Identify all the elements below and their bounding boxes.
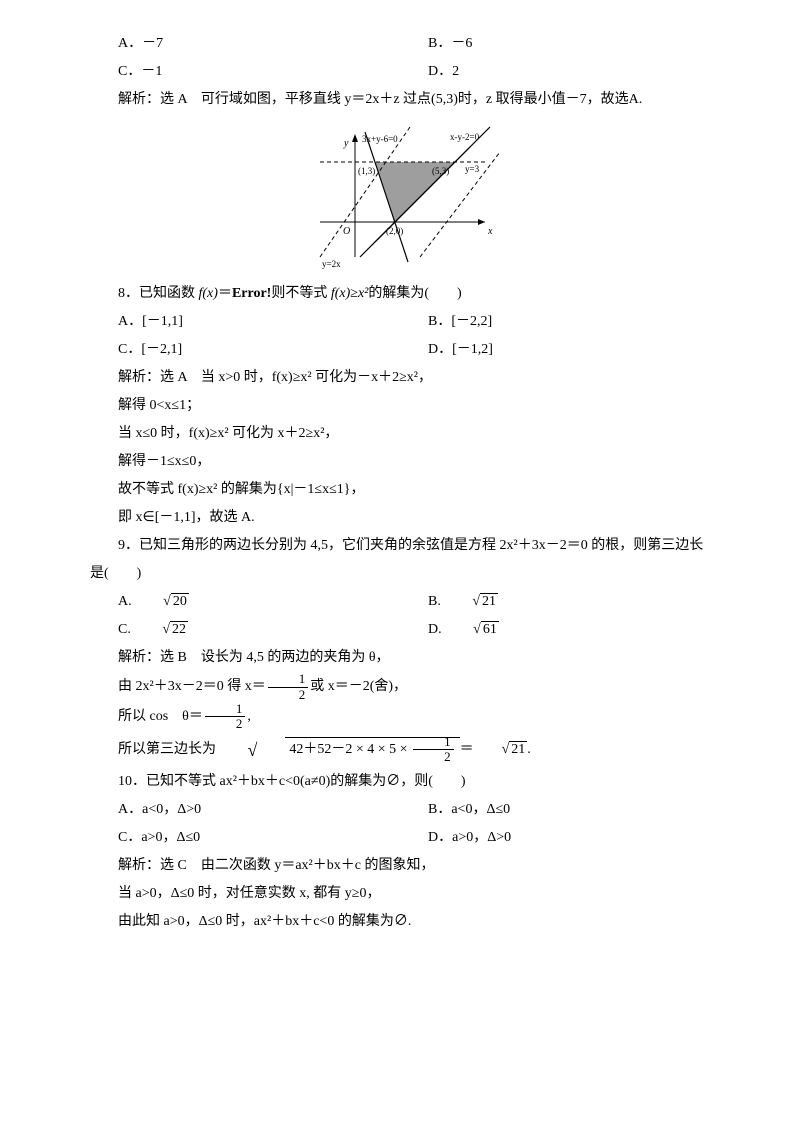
svg-text:(1,3): (1,3) <box>358 166 375 176</box>
q9-e4-inner-text: 42＋52－2 × 4 × 5 × <box>289 742 411 757</box>
q9-stem: 9．已知三角形的两边长分别为 4,5，它们夹角的余弦值是方程 2x²＋3x－2＝… <box>90 532 710 588</box>
q9-e4a: 所以第三边长为 <box>118 742 220 757</box>
q10-e3: 由此知 a>0，Δ≤0 时，ax²＋bx＋c<0 的解集为∅. <box>90 908 710 936</box>
q9-rad-a: 20 <box>171 593 189 609</box>
fraction-half: 12 <box>205 702 246 732</box>
fraction-half: 12 <box>413 735 454 765</box>
sqrt-content: 42＋52－2 × 4 × 5 × 12 <box>257 735 459 765</box>
q8-opt-d: D．[－1,2] <box>400 336 710 364</box>
page: A．－7 B．－6 C．－1 D．2 解析：选 A 可行域如图，平移直线 y＝2… <box>0 0 800 996</box>
q7-opt-c: C．－1 <box>90 58 400 86</box>
q9-root21: 21 <box>509 741 527 757</box>
q9-rad-c: 22 <box>170 621 188 637</box>
frac-num: 1 <box>268 672 309 687</box>
q9-e3a: 所以 cos θ＝ <box>118 709 203 724</box>
q9-options: A. √20 B. √21 C. √22 D. √61 <box>90 588 710 644</box>
svg-text:3x+y-6=0: 3x+y-6=0 <box>362 134 398 144</box>
q10-e1: 解析：选 C 由二次函数 y＝ax²＋bx＋c 的图象知， <box>90 852 710 880</box>
q9-e4-inner: 42＋52－2 × 4 × 5 × 12 <box>285 737 459 761</box>
q9-rad-b: 21 <box>480 593 498 609</box>
q9-e3: 所以 cos θ＝12, <box>90 702 710 732</box>
q10-e2: 当 a>0，Δ≤0 时，对任意实数 x, 都有 y≥0， <box>90 880 710 908</box>
feasible-region-chart: y x O 3x+y-6=0 x-y-2=0 y=3 (1,3) (5,3) (… <box>290 122 510 272</box>
q8-eq: ＝ <box>218 286 232 301</box>
q9-e4: 所以第三边长为 √42＋52－2 × 4 × 5 × 12＝√21. <box>90 732 710 768</box>
q8-ge: ≥ <box>350 286 358 301</box>
q8-e4: 解得－1≤x≤0， <box>90 448 710 476</box>
q9-e1: 解析：选 B 设长为 4,5 的两边的夹角为 θ， <box>90 644 710 672</box>
q8-x2: x² <box>358 286 368 301</box>
svg-text:y: y <box>343 138 349 149</box>
frac-den: 2 <box>205 717 246 731</box>
sqrt-icon: √61 <box>445 616 499 644</box>
q10-options: A．a<0，Δ>0 B．a<0，Δ≤0 C．a>0，Δ≤0 D．a>0，Δ>0 <box>90 796 710 852</box>
fraction-half: 12 <box>268 672 309 702</box>
q9-rad-d: 61 <box>481 621 499 637</box>
svg-text:x-y-2=0: x-y-2=0 <box>450 132 480 142</box>
sqrt-icon: √20 <box>135 588 189 616</box>
q8-stem-4: 的解集为( ) <box>368 286 461 301</box>
q9-e2a: 由 2x²＋3x－2＝0 得 x＝ <box>118 679 266 694</box>
frac-den: 2 <box>413 750 454 764</box>
svg-text:x: x <box>487 226 493 237</box>
q8-stem: 8．已知函数 f(x)＝Error!则不等式 f(x)≥x²的解集为( ) <box>90 280 710 308</box>
sqrt-icon: √21 <box>474 736 528 764</box>
q9-opt-c: C. √22 <box>90 616 400 644</box>
svg-text:y=3: y=3 <box>465 164 480 174</box>
q9-opt-d-label: D. <box>428 622 442 637</box>
q9-e2: 由 2x²＋3x－2＝0 得 x＝12或 x＝－2(舍)， <box>90 672 710 702</box>
q8-e6: 即 x∈[－1,1]，故选 A. <box>90 504 710 532</box>
frac-den: 2 <box>268 688 309 702</box>
svg-text:y=2x: y=2x <box>322 259 341 269</box>
q8-opt-b: B．[－2,2] <box>400 308 710 336</box>
q8-opt-a: A．[－1,1] <box>90 308 400 336</box>
q10-opt-a: A．a<0，Δ>0 <box>90 796 400 824</box>
svg-text:O: O <box>343 226 350 237</box>
q8-e5: 故不等式 f(x)≥x² 的解集为{x|－1≤x≤1}， <box>90 476 710 504</box>
q7-options: A．－7 B．－6 C．－1 D．2 <box>90 30 710 86</box>
q10-opt-d: D．a>0，Δ>0 <box>400 824 710 852</box>
svg-text:(5,3): (5,3) <box>432 166 449 176</box>
q8-e1: 解析：选 A 当 x>0 时，f(x)≥x² 可化为－x＋2≥x²， <box>90 364 710 392</box>
q7-explain: 解析：选 A 可行域如图，平移直线 y＝2x＋z 过点(5,3)时，z 取得最小… <box>90 86 710 114</box>
q9-e4c: . <box>527 742 531 757</box>
q10-opt-b: B．a<0，Δ≤0 <box>400 796 710 824</box>
sqrt-big: √ <box>220 732 258 768</box>
q8-e2: 解得 0<x≤1； <box>90 392 710 420</box>
q7-opt-b: B．－6 <box>400 30 710 58</box>
sqrt-icon: √22 <box>134 616 188 644</box>
q9-opt-d: D. √61 <box>400 616 710 644</box>
svg-text:(2,0): (2,0) <box>386 226 403 236</box>
q9-opt-a-label: A. <box>118 594 132 609</box>
q8-stem-3: 则不等式 <box>271 286 331 301</box>
q10-stem: 10．已知不等式 ax²＋bx＋c<0(a≠0)的解集为∅，则( ) <box>90 768 710 796</box>
q9-opt-b-label: B. <box>428 594 441 609</box>
q8-fx-2: f(x) <box>331 286 350 301</box>
q7-opt-d: D．2 <box>400 58 710 86</box>
sqrt-icon: √21 <box>444 588 498 616</box>
q9-opt-b: B. √21 <box>400 588 710 616</box>
q7-figure: y x O 3x+y-6=0 x-y-2=0 y=3 (1,3) (5,3) (… <box>90 122 710 272</box>
q9-e2b: 或 x＝－2(舍)， <box>310 679 407 694</box>
q8-stem-1: 8．已知函数 <box>118 286 199 301</box>
q8-e3: 当 x≤0 时，f(x)≥x² 可化为 x＋2≥x²， <box>90 420 710 448</box>
q8-fx-1: f(x) <box>199 286 218 301</box>
q9-opt-a: A. √20 <box>90 588 400 616</box>
q9-opt-c-label: C. <box>118 622 131 637</box>
frac-num: 1 <box>413 735 454 750</box>
q10-opt-c: C．a>0，Δ≤0 <box>90 824 400 852</box>
frac-num: 1 <box>205 702 246 717</box>
q8-error: Error! <box>232 286 271 301</box>
q9-e4b: ＝ <box>460 742 474 757</box>
q9-e3b: , <box>247 709 251 724</box>
q8-options: A．[－1,1] B．[－2,2] C．[－2,1] D．[－1,2] <box>90 308 710 364</box>
q8-opt-c: C．[－2,1] <box>90 336 400 364</box>
q7-opt-a: A．－7 <box>90 30 400 58</box>
